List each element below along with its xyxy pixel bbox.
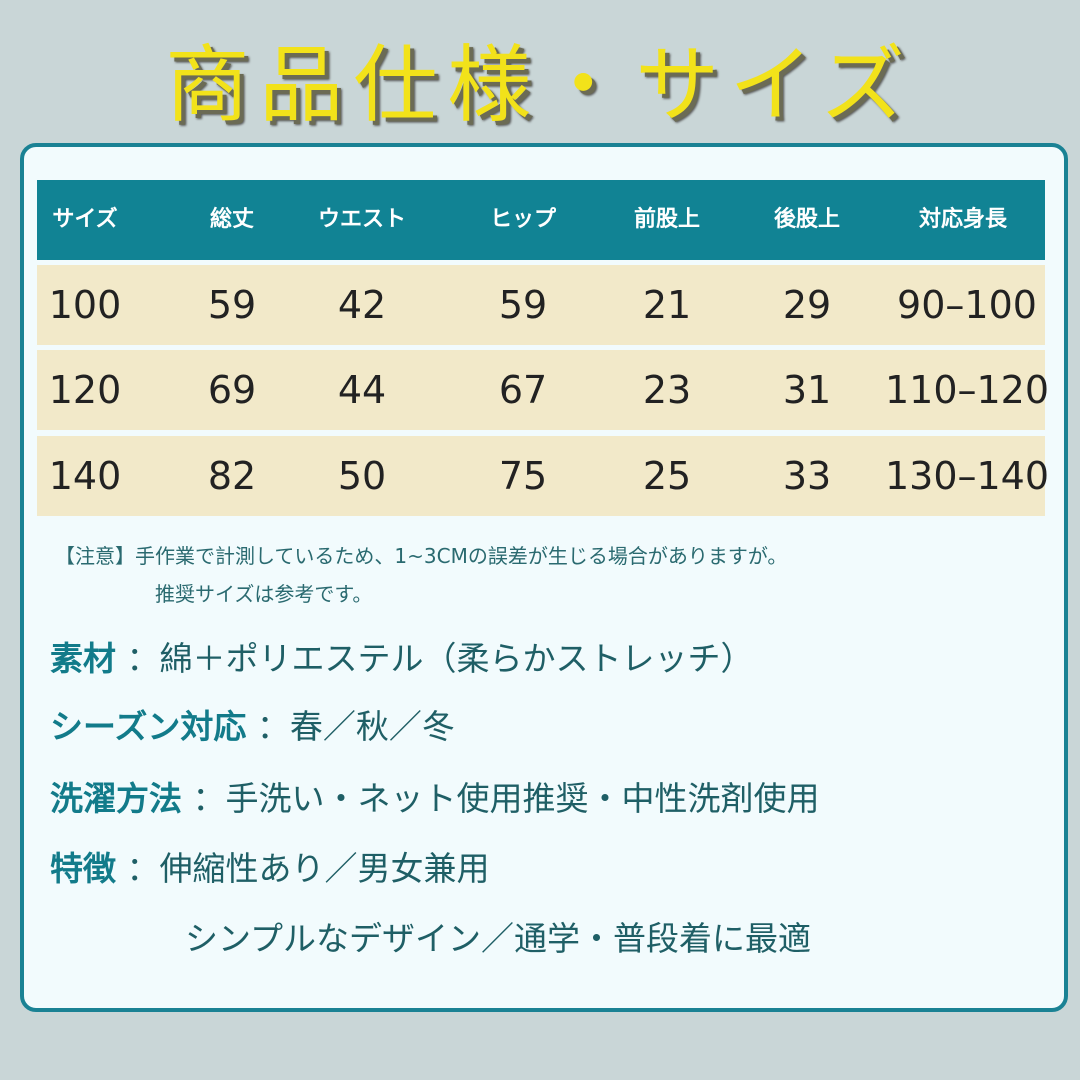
table-header: サイズ 総丈 ウエスト ヒップ 前股上 後股上 対応身長 [37, 180, 1045, 260]
table-row: 100 59 42 59 21 29 90–100 [37, 265, 1045, 345]
table-cell: 67 [498, 368, 548, 412]
header-cell: 対応身長 [918, 207, 1008, 232]
header-cell: 総丈 [209, 207, 255, 232]
spec-material: 素材 ：綿＋ポリエステル（柔らかストレッチ） [50, 632, 754, 680]
spec-label: 特徴 [50, 849, 116, 888]
table-cell: 21 [642, 283, 692, 327]
spec-features: 特徴 ：伸縮性あり／男女兼用 [50, 842, 490, 890]
spec-value: ：春／秋／冬 [256, 707, 455, 746]
spec-value: ：手洗い・ネット使用推奨・中性洗剤使用 [192, 779, 820, 818]
spec-label: 洗濯方法 [50, 779, 182, 818]
table-cell: 23 [642, 368, 692, 412]
table-cell: 90–100 [897, 283, 1037, 327]
table-cell: 59 [498, 283, 548, 327]
spec-value: ：伸縮性あり／男女兼用 [126, 849, 490, 888]
spec-value: ：綿＋ポリエステル（柔らかストレッチ） [126, 639, 754, 678]
table-cell: 33 [782, 454, 832, 498]
spec-washing: 洗濯方法 ：手洗い・ネット使用推奨・中性洗剤使用 [50, 772, 820, 820]
table-cell: 50 [337, 454, 387, 498]
header-cell: ヒップ [489, 207, 557, 232]
spec-label: シーズン対応 [50, 707, 247, 746]
table-cell: 42 [337, 283, 387, 327]
table-cell: 31 [782, 368, 832, 412]
table-cell: 25 [642, 454, 692, 498]
table-cell: 110–120 [884, 368, 1050, 412]
table-cell: 44 [337, 368, 387, 412]
table-cell: 100 [48, 283, 122, 327]
table-row: 140 82 50 75 25 33 130–140 [37, 436, 1049, 516]
spec-season: シーズン対応 ：春／秋／冬 [50, 700, 455, 748]
table-cell: 59 [207, 283, 257, 327]
header-cell: 後股上 [773, 207, 841, 232]
spec-label: 素材 [50, 639, 116, 678]
page-title: 商品仕様・サイズ [165, 36, 915, 134]
header-cell: ウエスト [317, 207, 407, 232]
note: 【注意】手作業で計測しているため、1~3CMの誤差が生じる場合がありますが。 推… [55, 537, 787, 613]
table-row: 120 69 44 67 23 31 110–120 [37, 350, 1049, 430]
table-cell: 130–140 [884, 454, 1050, 498]
table-cell: 82 [207, 454, 257, 498]
spec-features-cont: シンプルなデザイン／通学・普段着に最適 [185, 912, 811, 960]
header-cell: 前股上 [633, 207, 701, 232]
table-cell: 69 [207, 368, 257, 412]
table-cell: 75 [498, 454, 548, 498]
table-cell: 29 [782, 283, 832, 327]
table-cell: 140 [48, 454, 122, 498]
note-line: 【注意】手作業で計測しているため、1~3CMの誤差が生じる場合がありますが。 [55, 544, 788, 568]
header-cell: サイズ [52, 207, 118, 232]
table-cell: 120 [48, 368, 122, 412]
note-line: 推奨サイズは参考です。 [155, 582, 373, 606]
spec-value: シンプルなデザイン／通学・普段着に最適 [185, 919, 812, 958]
